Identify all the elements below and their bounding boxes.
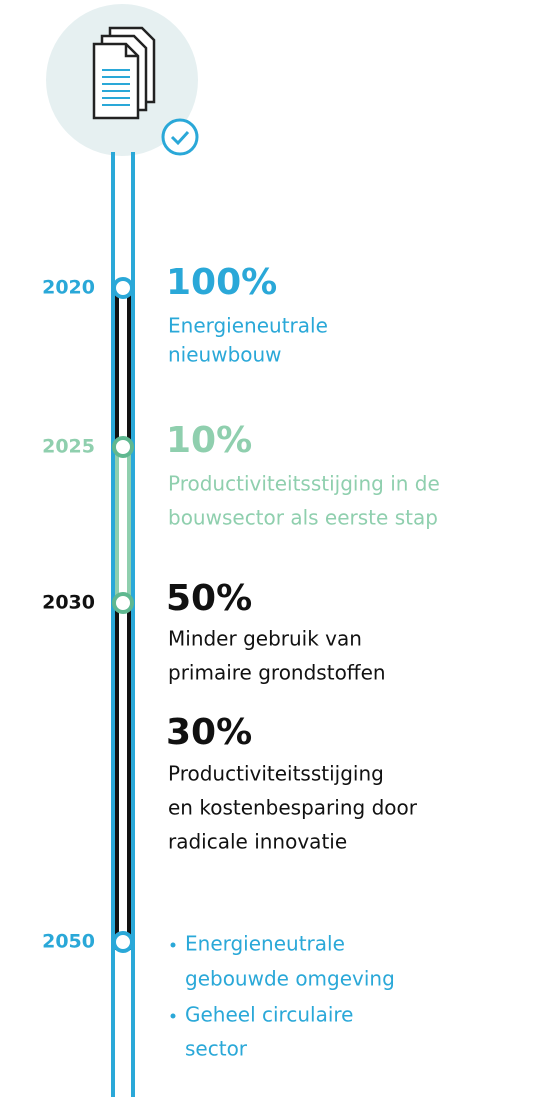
- bullet: [170, 942, 176, 948]
- description: primaire grondstoffen: [168, 661, 386, 685]
- description: Productiviteitsstijging: [168, 762, 384, 786]
- year: 2025: [42, 436, 95, 458]
- description: Energieneutrale: [168, 314, 328, 338]
- bullet-text: sector: [185, 1037, 248, 1061]
- description: nieuwbouw: [168, 343, 282, 367]
- year: 2030: [42, 592, 95, 614]
- percentage: 10%: [166, 420, 252, 461]
- check-badge: [161, 118, 199, 156]
- year: 2050: [42, 931, 95, 953]
- bullet-text: gebouwde omgeving: [185, 967, 395, 991]
- percentage: 30%: [166, 712, 252, 753]
- documents-icon: [92, 26, 156, 120]
- year: 2020: [42, 277, 95, 299]
- description: bouwsector als eerste stap: [168, 506, 438, 530]
- percentage: 100%: [166, 262, 277, 303]
- bullet-text: Geheel circulaire: [185, 1003, 353, 1027]
- milestone-dots: [112, 277, 134, 953]
- description: radicale innovatie: [168, 830, 347, 854]
- bullet-text: Energieneutrale: [185, 932, 345, 956]
- description: Productiviteitsstijging in de: [168, 472, 440, 496]
- bullet: [170, 1013, 176, 1019]
- percentage: 50%: [166, 578, 252, 619]
- description: en kostenbesparing door: [168, 796, 418, 820]
- description: Minder gebruik van: [168, 627, 362, 651]
